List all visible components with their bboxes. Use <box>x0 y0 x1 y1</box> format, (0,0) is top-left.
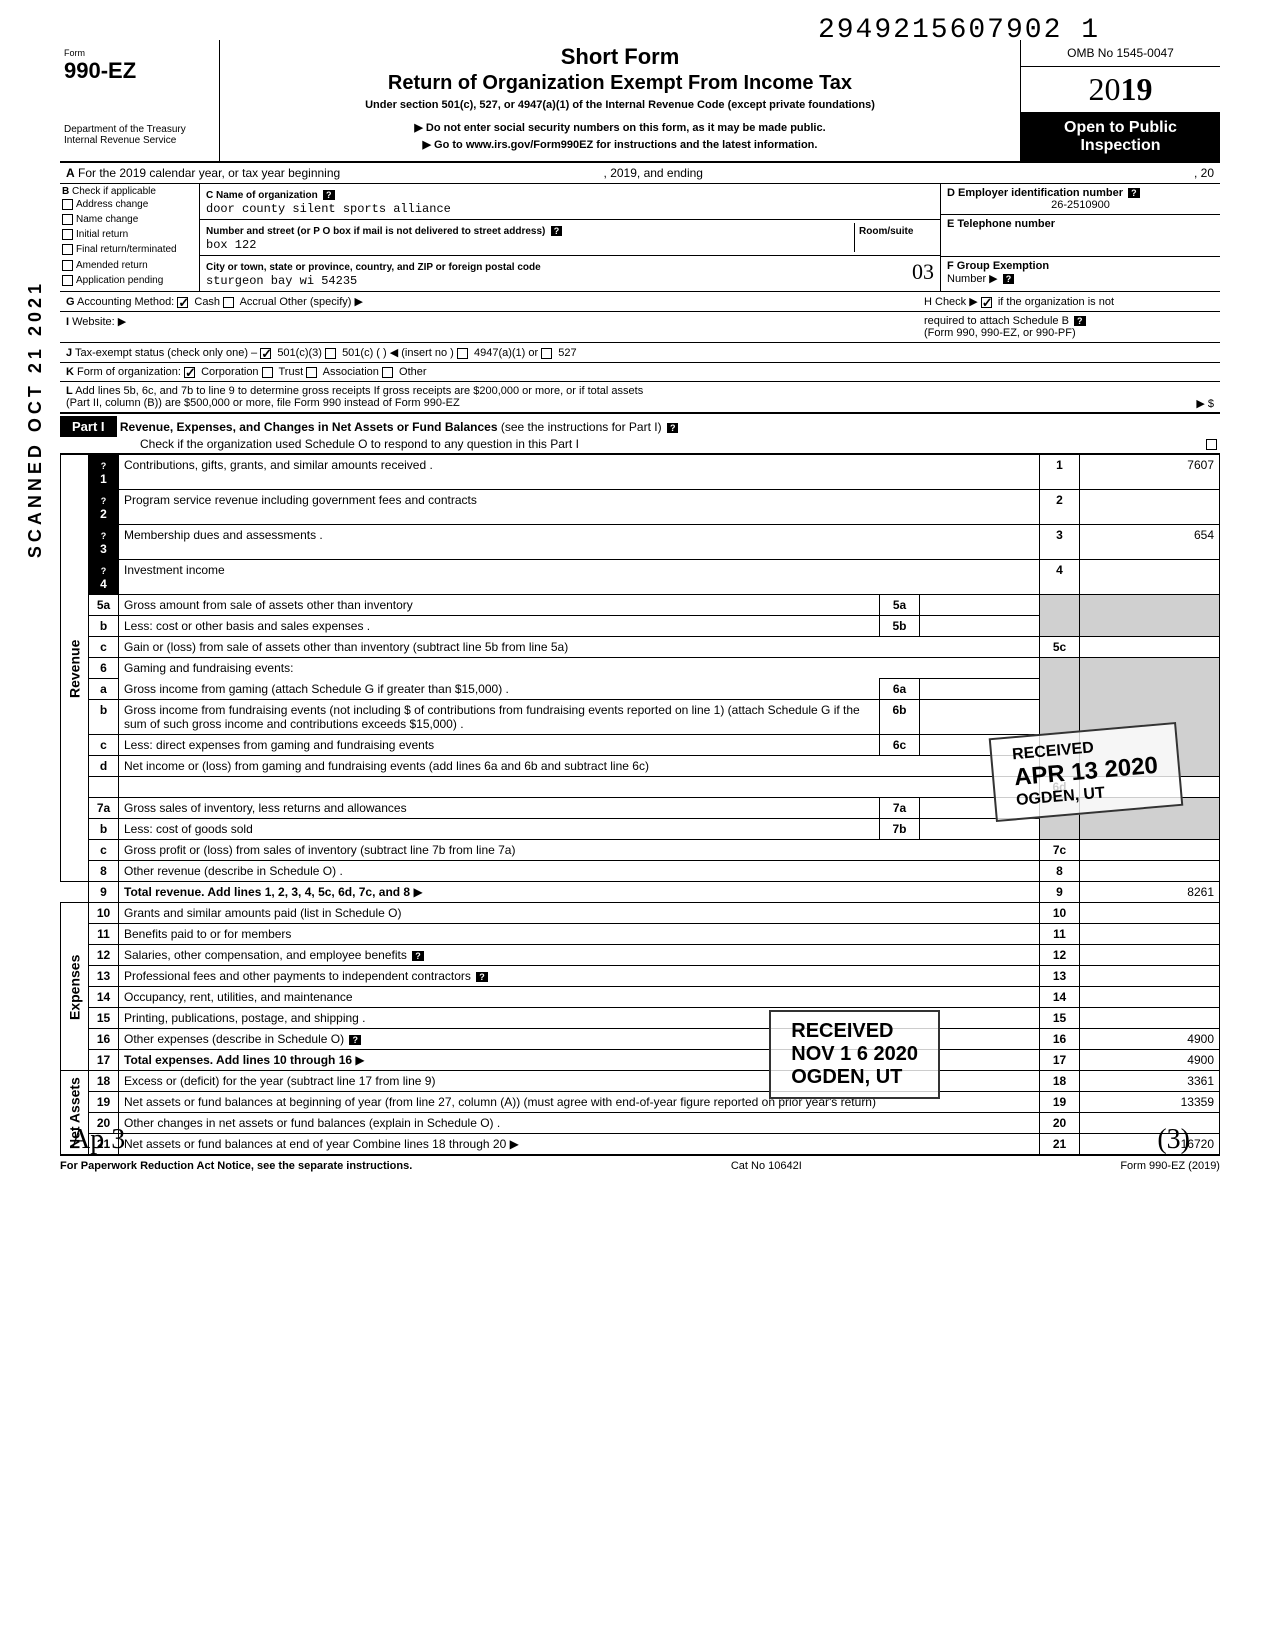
line-1-val: 7607 <box>1080 455 1220 490</box>
received-stamp-2: RECEIVED NOV 1 6 2020 OGDEN, UT <box>769 1010 940 1099</box>
dept-treasury: Department of the Treasury Internal Reve… <box>64 84 215 146</box>
expenses-label: Expenses <box>61 903 89 1071</box>
chk-schedule-b[interactable] <box>981 297 992 308</box>
goto-link: ▶ Go to www.irs.gov/Form990EZ for instru… <box>230 138 1010 151</box>
row-j: J Tax-exempt status (check only one) – 5… <box>60 343 1220 363</box>
chk-corp[interactable] <box>184 367 195 378</box>
handwriting-3: (3) <box>1157 1124 1190 1156</box>
row-g-h: G Accounting Method: Cash Accrual Other … <box>60 292 1220 312</box>
col-c: C Name of organization ? door county sil… <box>200 184 940 291</box>
chk-501c[interactable] <box>325 348 336 359</box>
tax-year: 2019 <box>1021 67 1220 113</box>
help-icon[interactable]: ? <box>1128 188 1140 198</box>
row-l: L Add lines 5b, 6c, and 7b to line 9 to … <box>60 382 1220 414</box>
chk-final-return[interactable]: Final return/terminated <box>62 242 197 257</box>
open-public-badge: Open to Public Inspection <box>1021 113 1220 161</box>
chk-trust[interactable] <box>262 367 273 378</box>
form-prefix: Form <box>64 48 215 58</box>
row-a: A For the 2019 calendar year, or tax yea… <box>60 163 1220 184</box>
chk-amended-return[interactable]: Amended return <box>62 258 197 273</box>
chk-cash[interactable] <box>177 297 188 308</box>
org-name: door county silent sports alliance <box>206 202 451 216</box>
part1-header: Part I Revenue, Expenses, and Changes in… <box>60 414 1220 454</box>
ssn-notice: ▶ Do not enter social security numbers o… <box>230 121 1010 134</box>
short-form-label: Short Form <box>230 44 1010 70</box>
chk-application-pending[interactable]: Application pending <box>62 273 197 288</box>
help-icon[interactable]: ? <box>667 423 679 433</box>
help-icon[interactable]: ? <box>551 226 563 236</box>
title-cell: Short Form Return of Organization Exempt… <box>220 40 1020 161</box>
line-1-no: ? 1 <box>89 455 119 490</box>
chk-address-change[interactable]: Address change <box>62 197 197 212</box>
help-icon[interactable]: ? <box>1003 274 1015 284</box>
dln-number: 2949215607902 1 <box>818 15 1100 46</box>
street-address: box 122 <box>206 238 256 252</box>
help-icon[interactable]: ? <box>1074 316 1086 326</box>
ein: 26-2510900 <box>947 199 1214 211</box>
chk-other-org[interactable] <box>382 367 393 378</box>
row-k: K Form of organization: Corporation Trus… <box>60 363 1220 382</box>
part1-label: Part I <box>60 416 117 437</box>
scanned-stamp: SCANNED OCT 21 2021 <box>25 280 46 558</box>
chk-accrual[interactable] <box>223 297 234 308</box>
city-state-zip: sturgeon bay wi 54235 <box>206 274 357 288</box>
form-number-cell: Form 990-EZ Department of the Treasury I… <box>60 40 220 161</box>
chk-527[interactable] <box>541 348 552 359</box>
chk-4947[interactable] <box>457 348 468 359</box>
chk-name-change[interactable]: Name change <box>62 212 197 227</box>
form-number: 990-EZ <box>64 58 215 84</box>
handwriting-ap3: Ap 3 <box>70 1124 125 1156</box>
revenue-label: Revenue <box>61 455 89 882</box>
right-header-cell: OMB No 1545-0047 2019 Open to Public Ins… <box>1020 40 1220 161</box>
chk-initial-return[interactable]: Initial return <box>62 227 197 242</box>
col-def: D Employer identification number ? 26-25… <box>940 184 1220 291</box>
section-bcdef: B Check if applicable Address change Nam… <box>60 184 1220 292</box>
page-footer: For Paperwork Reduction Act Notice, see … <box>60 1155 1220 1176</box>
form-header: Form 990-EZ Department of the Treasury I… <box>60 40 1220 163</box>
received-stamp-1: RECEIVED APR 13 2020 OGDEN, UT <box>989 722 1184 822</box>
chk-assoc[interactable] <box>306 367 317 378</box>
help-icon[interactable]: ? <box>323 190 335 200</box>
row-i: I Website: ▶ required to attach Schedule… <box>60 312 1220 343</box>
return-title: Return of Organization Exempt From Incom… <box>230 72 1010 95</box>
col-b: B Check if applicable Address change Nam… <box>60 184 200 291</box>
subtitle: Under section 501(c), 527, or 4947(a)(1)… <box>230 99 1010 111</box>
chk-501c3[interactable] <box>260 348 271 359</box>
chk-schedule-o[interactable] <box>1206 439 1217 450</box>
handwritten-03: 03 <box>912 259 934 284</box>
form-page: 2949215607902 1 SCANNED OCT 21 2021 Form… <box>0 0 1280 1216</box>
